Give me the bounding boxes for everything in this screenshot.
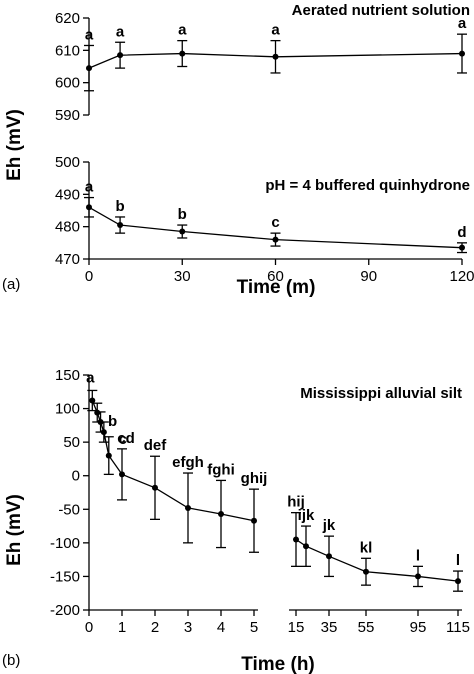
a2-x-tick-label: 90: [360, 268, 377, 285]
b-y-tick-label: -100: [50, 535, 80, 552]
a1-data-point: [86, 65, 92, 72]
a2-x-tick-label: 0: [85, 268, 93, 285]
a2-data-point: [272, 236, 279, 243]
b-left-data-point: [89, 397, 96, 404]
b-left-significance-letter: def: [144, 437, 168, 454]
b-left-significance-letter: b: [108, 413, 117, 430]
b-x-tick-label: 15: [288, 619, 305, 636]
b-x-tick-label: 5: [250, 619, 258, 636]
b-left-data-point: [119, 471, 125, 478]
a1-y-tick-label: 620: [55, 10, 80, 27]
b-right-data-point: [303, 543, 309, 550]
b-left-significance-letter: ghij: [241, 470, 268, 487]
b-y-tick-label: 150: [55, 367, 80, 384]
a2-significance-letter: b: [178, 206, 187, 223]
a1-significance-letter: a: [271, 22, 280, 39]
a1-data-point: [179, 50, 186, 57]
a2-y-tick-label: 500: [55, 154, 80, 171]
a2-data-point: [117, 222, 124, 229]
b-x-tick-label: 4: [217, 619, 225, 636]
b-y-tick-label: -200: [50, 602, 80, 619]
a1-data-point: [272, 53, 279, 60]
a2-significance-letter: d: [457, 224, 466, 241]
panel-b-ylabel: Eh (mV): [4, 494, 25, 566]
panel-a2-annotation: pH = 4 buffered quinhydrone: [265, 177, 470, 194]
a1-data-point: [459, 50, 465, 57]
b-x-tick-label: 115: [446, 619, 470, 636]
b-x-tick-label: 95: [410, 619, 427, 636]
b-left-data-point: [185, 504, 191, 511]
b-right-data-point: [415, 573, 421, 580]
a1-significance-letter: a: [116, 23, 125, 40]
b-left-data-point: [251, 517, 257, 524]
a2-significance-letter: a: [85, 179, 94, 196]
panel-a-xlabel: Time (m): [237, 277, 316, 298]
a2-data-point: [179, 228, 186, 235]
b-x-tick-label: 3: [184, 619, 192, 636]
a2-data-point: [459, 244, 465, 251]
b-y-tick-label: 0: [72, 468, 80, 485]
b-x-tick-label: 2: [151, 619, 159, 636]
b-left-significance-letter: a: [86, 369, 95, 386]
a1-y-tick-label: 590: [55, 107, 80, 124]
b-y-tick-label: -150: [50, 568, 80, 585]
panel-a1-annotation: Aerated nutrient solution: [292, 2, 470, 19]
a1-data-point: [117, 52, 124, 59]
b-left-data-point: [152, 484, 158, 491]
a2-y-tick-label: 490: [55, 186, 80, 203]
b-right-significance-letter: ijk: [298, 507, 315, 524]
b-y-tick-label: 100: [55, 401, 80, 418]
b-left-data-point: [218, 510, 224, 517]
b-left-data-point: [105, 452, 112, 459]
b-y-tick-label: -50: [58, 501, 80, 518]
b-right-significance-letter: hij: [287, 494, 305, 511]
panel-b: -200 -150 -100 -50 0 50 100 150 0 1 2 3 4 5 15 35 55 95 11…: [50, 367, 470, 636]
b-left-significance-letter: fghi: [207, 461, 235, 478]
panel-b-label: (b): [2, 652, 20, 669]
a2-significance-letter: b: [115, 198, 124, 215]
b-x-tick-label: 0: [85, 619, 93, 636]
b-left-significance-letter: efgh: [172, 454, 204, 471]
b-x-tick-label: 1: [118, 619, 126, 636]
b-right-data-point: [326, 553, 332, 560]
b-left-data-point: [100, 429, 107, 436]
b-right-data-point: [293, 536, 299, 543]
b-left-series-line: [91, 400, 255, 522]
panel-b-annotation: Mississippi alluvial silt: [300, 385, 462, 402]
a1-significance-letter: a: [458, 15, 467, 32]
b-x-tick-label: 55: [358, 619, 375, 636]
b-right-significance-letter: l: [416, 547, 420, 564]
b-right-data-point: [455, 578, 461, 585]
b-right-series-line: [295, 538, 459, 582]
a1-significance-letter: a: [85, 26, 94, 43]
a1-y-tick-label: 600: [55, 75, 80, 92]
a2-y-tick-label: 480: [55, 219, 80, 236]
panel-a-ylabel: Eh (mV): [4, 109, 25, 181]
a2-x-tick-label: 30: [174, 268, 191, 285]
b-left-significance-letter: cd: [117, 430, 135, 447]
a2-significance-letter: c: [271, 214, 279, 231]
b-right-significance-letter: l: [456, 552, 460, 569]
b-right-significance-letter: jk: [322, 517, 336, 534]
a1-significance-letter: a: [178, 22, 187, 39]
a1-y-tick-label: 610: [55, 42, 80, 59]
a2-y-tick-label: 470: [55, 251, 80, 268]
panel-b-xlabel: Time (h): [241, 654, 315, 674]
b-left-data-point: [94, 409, 101, 416]
b-right-data-point: [363, 568, 369, 575]
a2-data-point: [86, 204, 92, 211]
b-x-tick-label: 35: [321, 619, 338, 636]
b-left-significance-letter: c: [119, 431, 127, 448]
b-y-tick-label: 50: [63, 434, 80, 451]
a2-x-tick-label: 60: [267, 268, 284, 285]
panel-a: 590 600 610 620 a a a a a 470 480 490 500 0 30 60 90 120 a…: [55, 10, 474, 285]
panel-a-label: (a): [2, 276, 20, 293]
a2-x-tick-label: 120: [449, 268, 474, 285]
b-right-significance-letter: kl: [360, 539, 373, 556]
